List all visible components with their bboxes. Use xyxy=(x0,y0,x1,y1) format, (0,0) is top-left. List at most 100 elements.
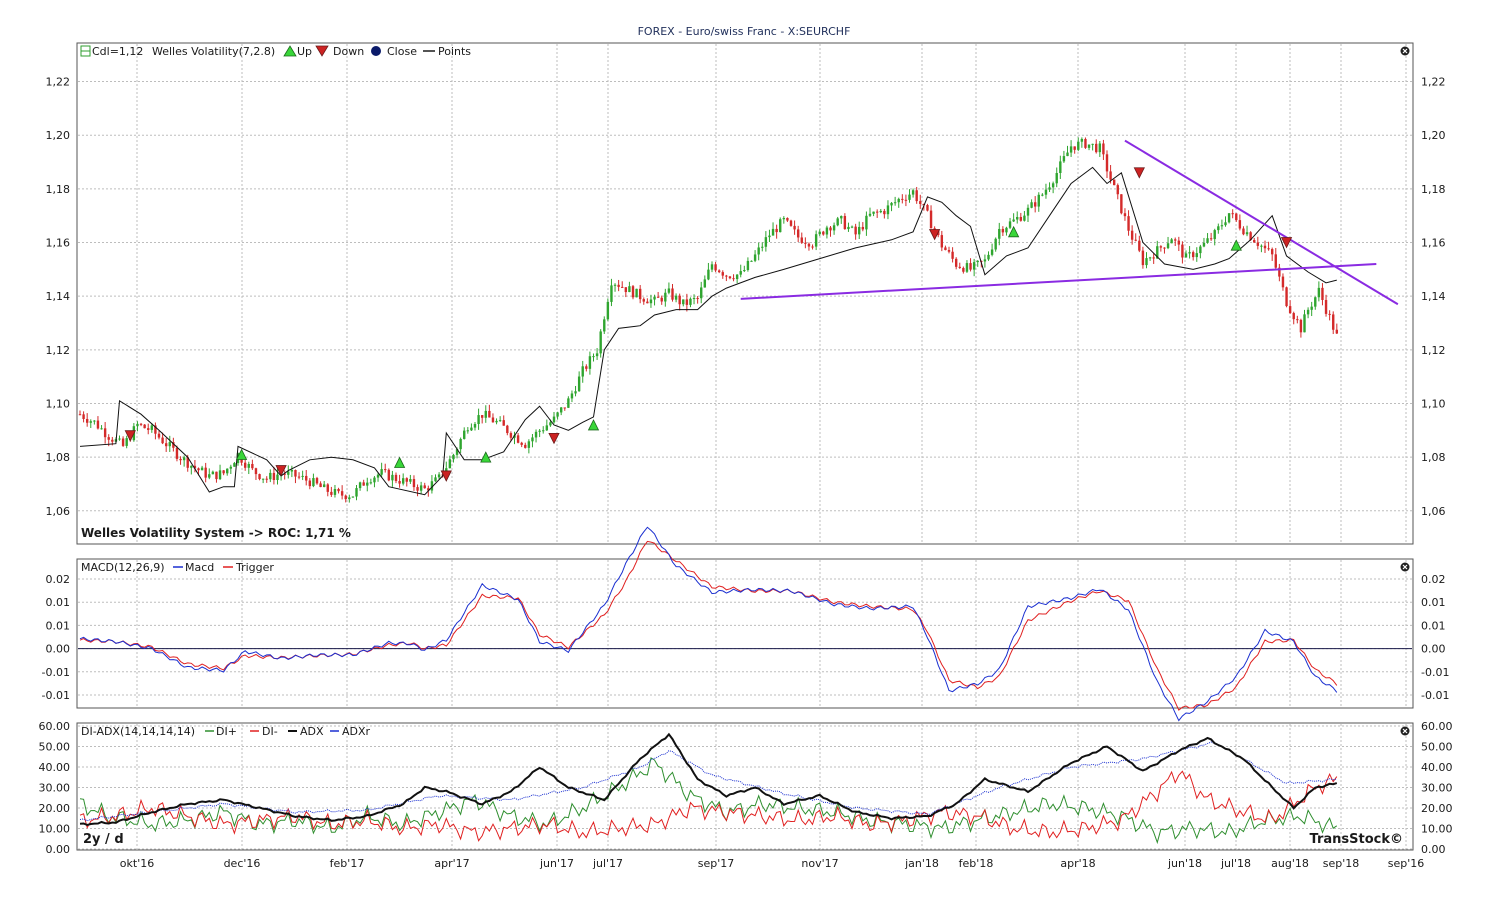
candle-body xyxy=(89,421,92,423)
candle-body xyxy=(527,441,531,448)
adx-y-tick-left: 10.00 xyxy=(39,823,71,836)
candle-body xyxy=(1177,240,1181,245)
candle-body xyxy=(1016,217,1019,220)
candle-body xyxy=(1317,287,1321,298)
candle-body xyxy=(893,202,897,204)
month-tick-label: feb'18 xyxy=(959,857,994,870)
candle-body xyxy=(847,226,850,230)
candle-body xyxy=(491,417,495,423)
candle-body xyxy=(1267,248,1270,250)
candle-body xyxy=(1102,143,1105,155)
legend-up: Up xyxy=(297,45,312,58)
candle-body xyxy=(761,246,764,248)
candle-body xyxy=(164,443,168,447)
candle-body xyxy=(710,264,714,270)
candle-body xyxy=(944,247,947,251)
candle-body xyxy=(603,319,606,332)
candle-body xyxy=(1206,238,1209,243)
candle-body xyxy=(872,211,875,214)
candle-body xyxy=(538,430,541,432)
close-icon-adx[interactable] xyxy=(1400,726,1410,736)
legend-points: Points xyxy=(438,45,471,58)
candle-body xyxy=(211,471,215,475)
candle-body xyxy=(283,473,286,475)
candle-body xyxy=(258,474,261,480)
candle-body xyxy=(118,438,121,440)
candle-body xyxy=(865,215,868,230)
price-y-tick-right: 1,22 xyxy=(1421,76,1446,89)
candle-body xyxy=(326,484,329,492)
legend-diminus: DI- xyxy=(262,725,278,738)
candle-body xyxy=(427,488,430,491)
candle-body xyxy=(631,286,635,298)
legend-macd-name: MACD(12,26,9) xyxy=(81,561,165,574)
up-signal-marker xyxy=(1230,239,1242,251)
candle-body xyxy=(488,410,491,418)
candle-body xyxy=(1026,207,1030,216)
close-icon-macd[interactable] xyxy=(1400,562,1410,572)
candle-body xyxy=(405,478,408,482)
candle-body xyxy=(272,472,276,481)
candle-body xyxy=(599,331,602,354)
close-icon-price[interactable] xyxy=(1400,46,1410,56)
candle-body xyxy=(969,263,972,270)
month-tick-label: jul'17 xyxy=(592,857,623,870)
candle-body xyxy=(387,469,391,481)
candle-body xyxy=(1138,240,1141,251)
price-legend: Cdl=1,12 Welles Volatility(7,2.8) Up Dow… xyxy=(80,45,471,58)
candle-body xyxy=(858,226,861,235)
candle-body xyxy=(197,468,200,471)
candle-body xyxy=(779,219,782,233)
candle-body xyxy=(904,199,908,201)
candle-body xyxy=(416,487,419,491)
candle-body xyxy=(261,478,265,480)
candle-body xyxy=(1120,194,1123,214)
candle-body xyxy=(1130,230,1134,240)
adx-y-tick-right: 40.00 xyxy=(1421,761,1453,774)
candle-body xyxy=(843,215,847,230)
candle-body xyxy=(940,235,944,248)
candle-body xyxy=(1209,238,1213,240)
candle-body xyxy=(1299,319,1303,333)
candle-body xyxy=(1008,221,1012,228)
macd-y-tick-left: 0.00 xyxy=(46,643,71,656)
candle-body xyxy=(789,220,793,226)
candle-body xyxy=(714,264,717,271)
chart-title: FOREX - Euro/swiss Franc - X:SEURCHF xyxy=(638,25,851,38)
legend-adxr: ADXr xyxy=(342,725,371,738)
candle-body xyxy=(861,226,865,230)
candle-body xyxy=(1098,143,1102,153)
candle-body xyxy=(358,482,362,489)
candle-body xyxy=(111,439,114,442)
candle-body xyxy=(534,431,538,438)
candle-body xyxy=(1310,306,1313,310)
candle-body xyxy=(717,270,721,273)
candle-body xyxy=(319,483,322,488)
candle-body xyxy=(649,299,653,304)
candle-body xyxy=(1141,250,1145,266)
up-signal-marker xyxy=(393,456,406,468)
down-signal-marker xyxy=(548,432,560,445)
down-signal-marker xyxy=(440,470,452,482)
candle-body xyxy=(243,462,247,468)
price-y-tick-left: 1,06 xyxy=(46,505,71,518)
candle-body xyxy=(646,301,649,304)
macd-y-tick-right: 0.00 xyxy=(1421,643,1446,656)
candle-body xyxy=(994,238,997,250)
legend-welles: Welles Volatility(7,2.8) xyxy=(152,45,275,58)
candle-body xyxy=(344,495,347,500)
candle-body xyxy=(1069,146,1073,153)
candle-body xyxy=(685,299,689,305)
candle-body xyxy=(624,287,628,293)
candle-body xyxy=(1332,314,1335,330)
candle-body xyxy=(1041,194,1044,196)
candle-body xyxy=(470,427,473,431)
candle-body xyxy=(1213,230,1216,240)
candle-body xyxy=(567,398,570,408)
candle-body xyxy=(656,296,660,298)
candle-body xyxy=(506,425,509,434)
candle-body xyxy=(868,213,872,216)
candle-body xyxy=(559,407,563,413)
candle-body xyxy=(998,228,1001,239)
candle-body xyxy=(976,260,979,263)
